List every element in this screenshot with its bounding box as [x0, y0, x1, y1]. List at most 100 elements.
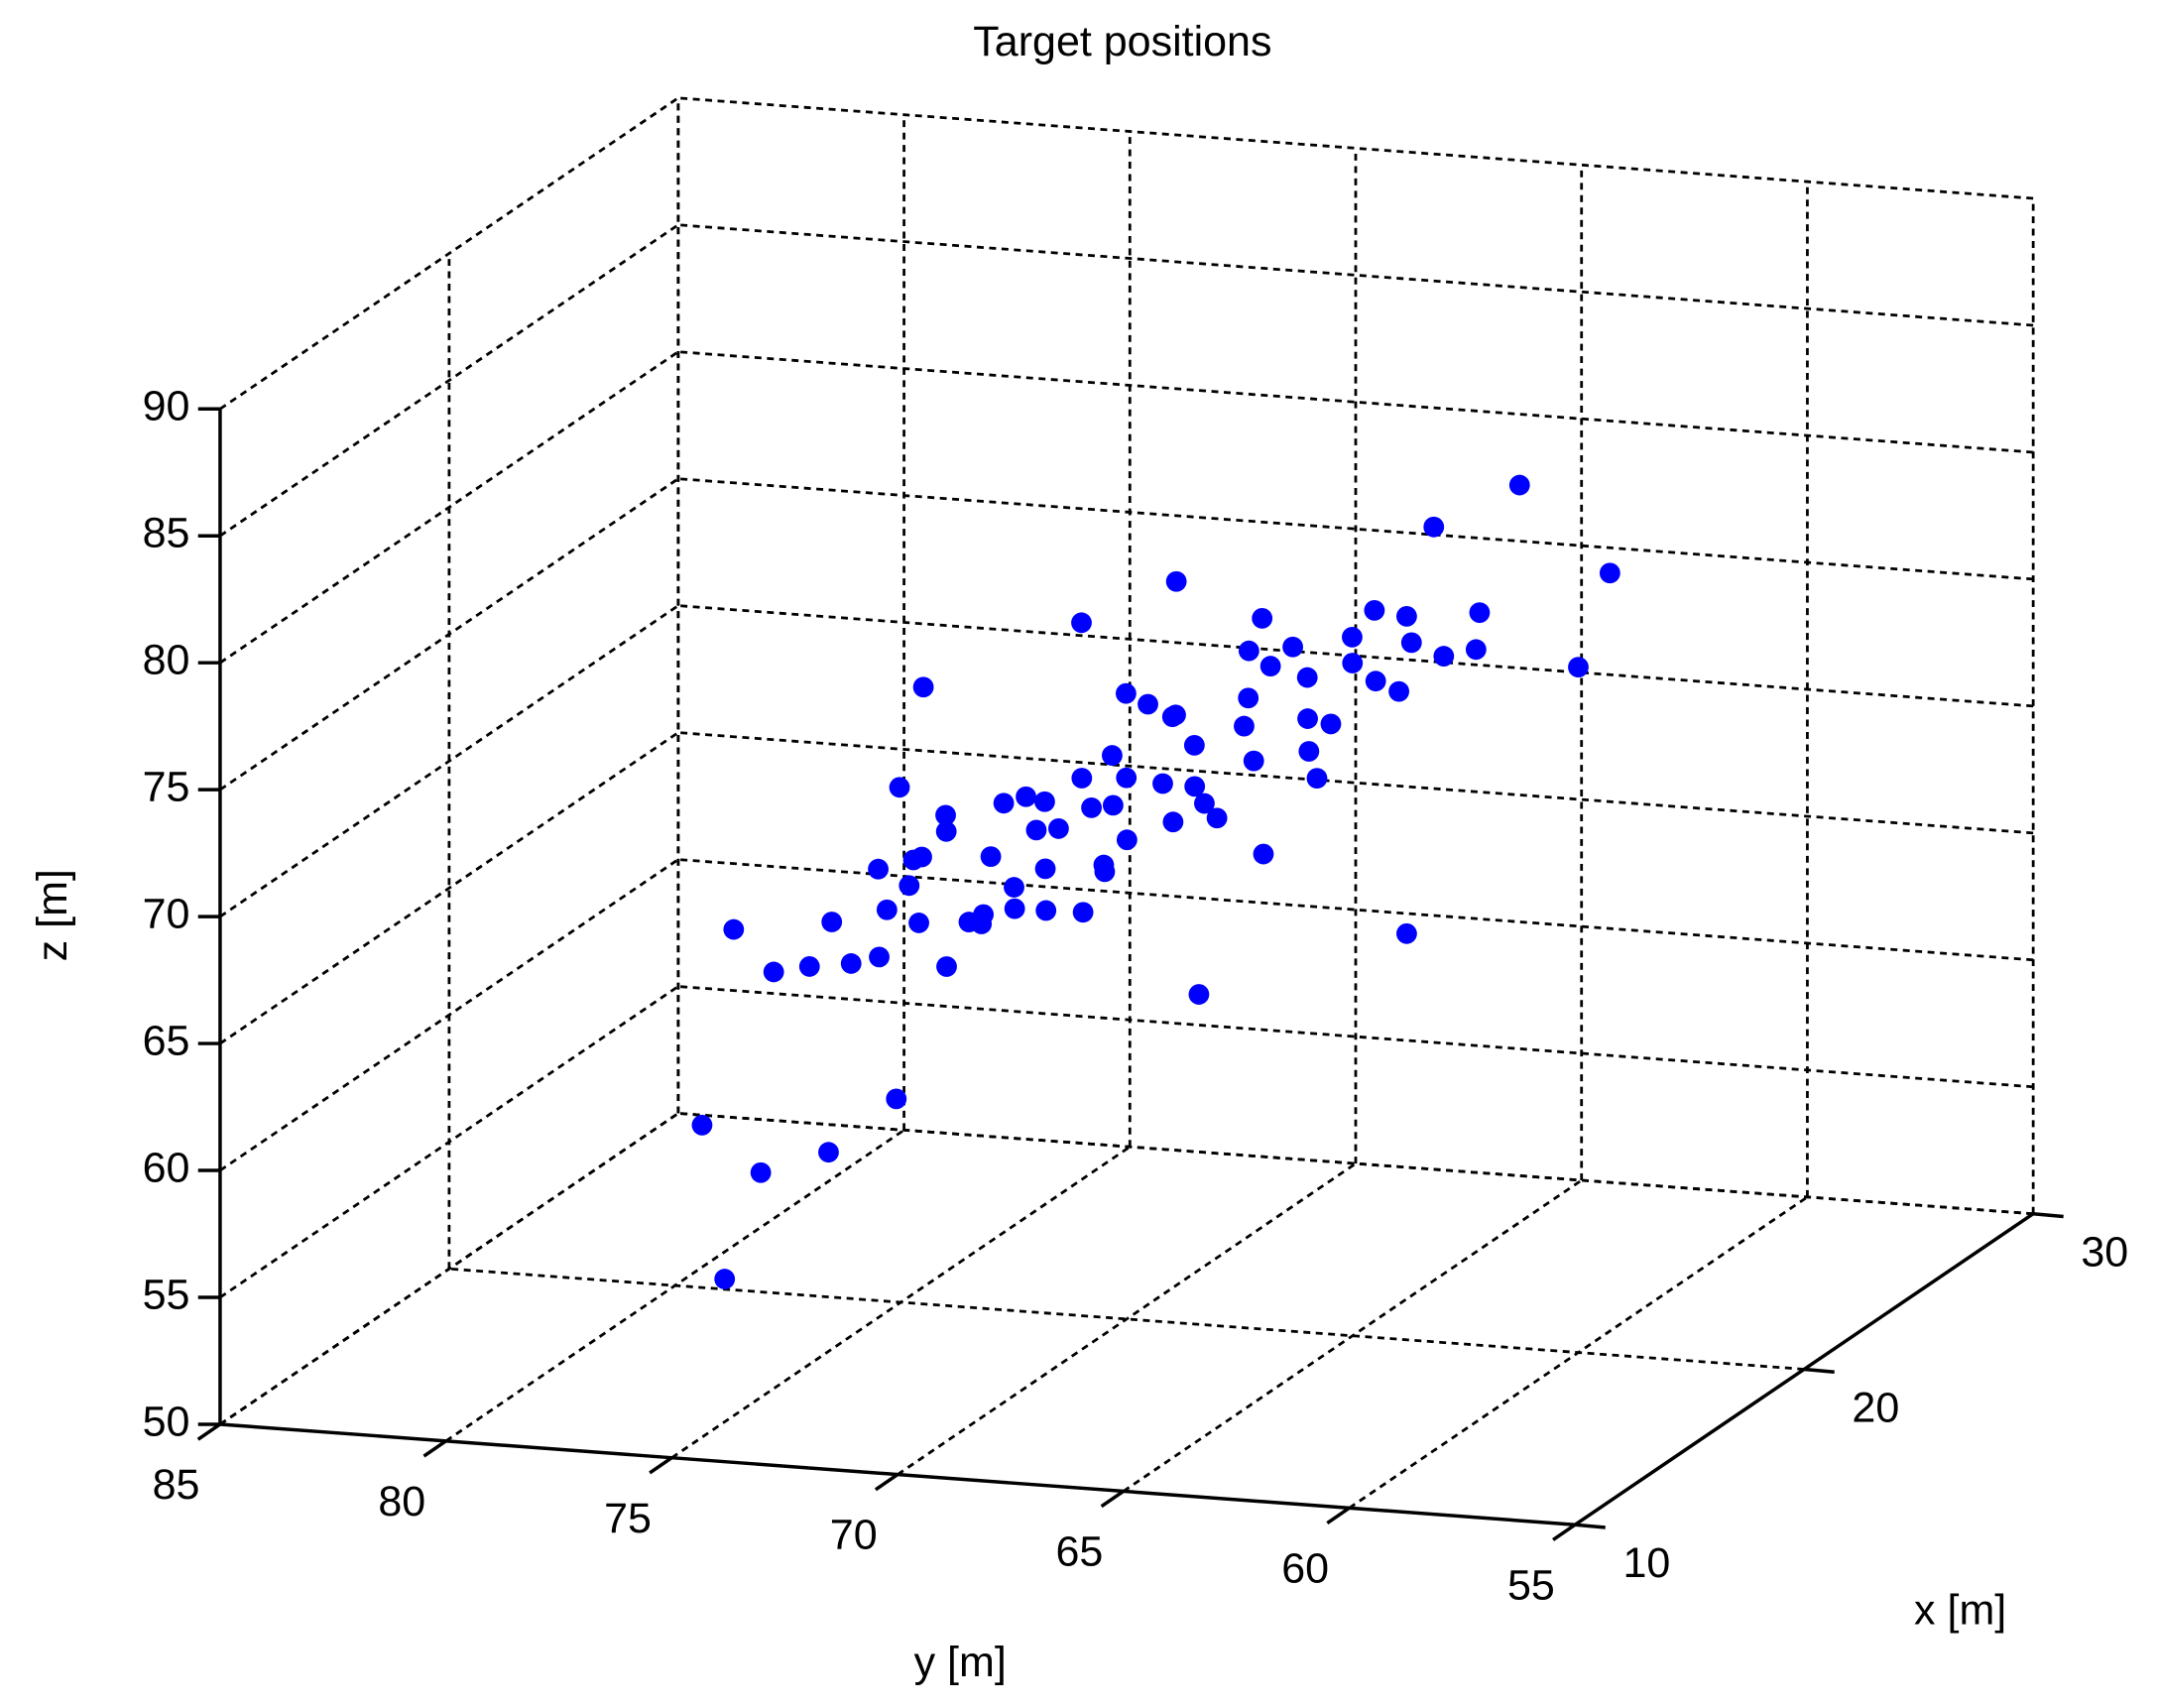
point [1469, 602, 1491, 624]
y-tick [649, 1456, 673, 1475]
point [1234, 715, 1255, 737]
point [1253, 843, 1274, 865]
chart-title: Target positions [973, 18, 1271, 65]
point [935, 804, 956, 826]
y-axis-label: y [m] [914, 1639, 1007, 1686]
point [1165, 570, 1187, 592]
point [912, 676, 934, 698]
y-tick [1326, 1506, 1351, 1525]
y-tick-label: 55 [1507, 1561, 1555, 1609]
point [1243, 750, 1264, 772]
point [1400, 632, 1422, 654]
point [1188, 984, 1210, 1005]
point [1184, 776, 1206, 797]
point [993, 793, 1015, 814]
point [1152, 773, 1173, 794]
point [1306, 768, 1328, 790]
point [1259, 656, 1281, 676]
y-tick [1100, 1490, 1125, 1509]
point [1238, 640, 1259, 662]
point [798, 956, 820, 977]
point [1298, 741, 1320, 762]
point [1396, 922, 1417, 944]
z-tick-label: 50 [143, 1398, 190, 1445]
grid-line [897, 1161, 1357, 1476]
z-tick-label: 90 [143, 383, 190, 430]
z-tick-label: 55 [143, 1271, 190, 1318]
point [1035, 900, 1057, 921]
point [840, 953, 862, 974]
y-tick [874, 1473, 899, 1492]
point [1296, 667, 1318, 688]
point [1116, 767, 1138, 789]
point [886, 1088, 907, 1110]
point [1138, 693, 1158, 715]
point [1162, 811, 1184, 833]
z-tick-label: 75 [143, 764, 190, 811]
point [936, 956, 957, 977]
grid-line [677, 96, 2034, 200]
point [1508, 474, 1530, 496]
point [714, 1269, 736, 1289]
point [1388, 680, 1410, 702]
point [1342, 626, 1363, 648]
point [1071, 768, 1093, 789]
point [1102, 794, 1124, 816]
y-tick [1552, 1523, 1577, 1541]
point [1183, 735, 1205, 756]
point [876, 899, 898, 920]
point [899, 875, 920, 897]
grid-line [677, 477, 2034, 581]
x-tick [1575, 1523, 1606, 1529]
grid-line [677, 731, 2034, 835]
point [1194, 793, 1215, 814]
point [1034, 791, 1055, 812]
y-tick-label: 85 [153, 1461, 200, 1509]
x-tick-label: 30 [2081, 1229, 2128, 1277]
point [1433, 646, 1455, 667]
z-tick-label: 80 [143, 637, 190, 684]
point [1048, 818, 1069, 839]
y-tick-label: 65 [1056, 1528, 1104, 1576]
point [908, 913, 929, 933]
z-tick-label: 65 [143, 1017, 190, 1064]
point [868, 858, 889, 880]
point [1016, 786, 1036, 807]
z-tick-label: 85 [143, 510, 190, 557]
point [1116, 829, 1138, 851]
grid-line [677, 985, 2034, 1089]
point [1025, 819, 1047, 841]
point [1206, 807, 1228, 829]
y-tick [422, 1439, 447, 1458]
point [1004, 877, 1024, 898]
point [1238, 687, 1259, 709]
point [869, 946, 890, 968]
point [980, 846, 1002, 868]
point [1568, 657, 1589, 678]
point [821, 912, 843, 932]
grid-line [219, 731, 679, 1045]
x-tick [1804, 1367, 1835, 1374]
point [1102, 745, 1123, 766]
grid-line [677, 223, 2034, 327]
z-tick-label: 70 [143, 890, 190, 937]
point [1423, 516, 1445, 538]
x-tick [2033, 1212, 2064, 1219]
point [971, 914, 993, 934]
point [1161, 706, 1183, 728]
grid-line [677, 350, 2034, 454]
point [1396, 605, 1417, 627]
x-axis-label: x [m] [1914, 1586, 2006, 1634]
grid-line [448, 1267, 1805, 1371]
point [1364, 599, 1385, 621]
point [889, 777, 910, 798]
z-tick-label: 60 [143, 1144, 190, 1191]
point [818, 1142, 839, 1163]
x-tick-label: 20 [1852, 1384, 1899, 1431]
point [1599, 562, 1620, 584]
point [1282, 636, 1303, 658]
point [1365, 671, 1386, 692]
point [1297, 708, 1318, 729]
grid-line [677, 858, 2034, 962]
